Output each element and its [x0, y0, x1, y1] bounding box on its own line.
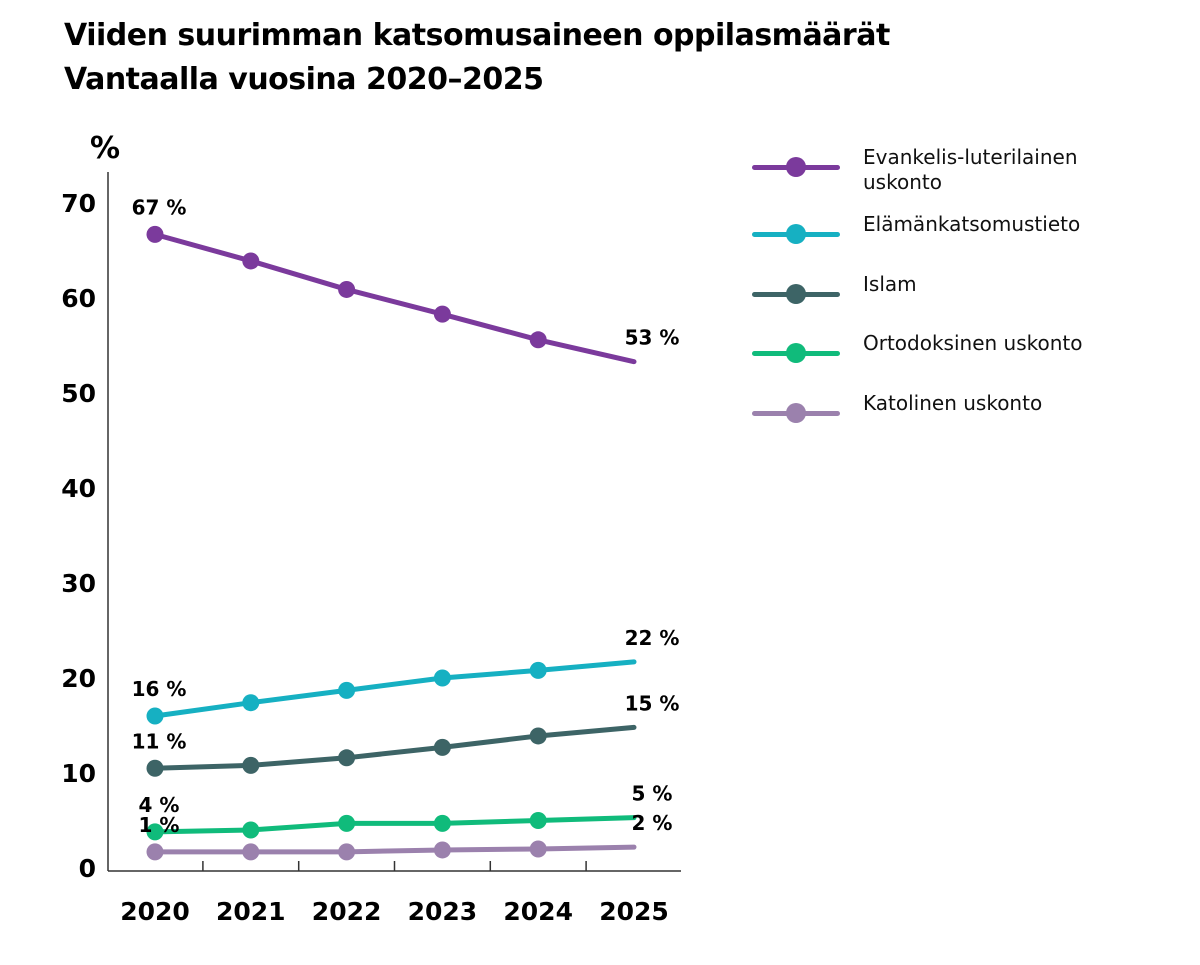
legend-label-line: Elämänkatsomustieto [863, 212, 1081, 236]
legend-item: Elämänkatsomustieto [750, 210, 1170, 260]
y-tick-label: 50 [61, 379, 96, 408]
series-line [152, 844, 637, 855]
legend-dot [786, 224, 806, 244]
data-point [529, 727, 547, 745]
data-point [338, 280, 356, 298]
legend-label-line: Katolinen uskonto [863, 391, 1043, 415]
legend-dot [786, 403, 806, 423]
series-line [152, 724, 637, 771]
end-data-label: 15 % [625, 691, 680, 715]
y-tick-label: 0 [79, 854, 96, 883]
legend-swatch-icon [750, 284, 842, 304]
legend-dot [786, 157, 806, 177]
x-tick-label: 2021 [216, 897, 286, 926]
legend-label: Evankelis-luterilainen uskonto [863, 145, 1163, 195]
legend-swatch-icon [750, 403, 842, 423]
data-point [146, 707, 164, 725]
legend-item: Ortodoksinen uskonto [750, 329, 1170, 379]
chart-title-line-1: Viiden suurimman katsomusaineen oppilasm… [64, 18, 890, 53]
end-data-label: 2 % [632, 811, 673, 835]
legend-label-line: Evankelis-luterilainen [863, 145, 1078, 169]
data-point [529, 661, 547, 679]
legend-label: Elämänkatsomustieto [863, 212, 1163, 237]
data-point [146, 225, 164, 243]
chart-title: Viiden suurimman katsomusaineen oppilasm… [64, 14, 890, 102]
y-tick-label: 10 [61, 759, 96, 788]
data-point [242, 694, 260, 712]
y-tick-label: 60 [61, 284, 96, 313]
series-line [152, 659, 637, 719]
y-tick-label: 30 [61, 569, 96, 598]
x-tick-label: 2025 [599, 897, 669, 926]
data-point [242, 756, 260, 774]
legend-swatch-icon [750, 157, 842, 177]
legend-swatch-icon [750, 343, 842, 363]
series-line [152, 815, 637, 835]
legend-item: Katolinen uskonto [750, 389, 1170, 439]
data-point [242, 821, 260, 839]
y-tick-label: 20 [61, 664, 96, 693]
end-data-label: 53 % [625, 326, 680, 350]
legend-label: Ortodoksinen uskonto [863, 331, 1163, 356]
data-point [338, 843, 356, 861]
start-data-label: 16 % [132, 677, 187, 701]
legend-label: Katolinen uskonto [863, 391, 1163, 416]
data-point [529, 331, 547, 349]
legend-swatch-icon [750, 224, 842, 244]
legend-label: Islam [863, 272, 1163, 297]
legend-label-line: Ortodoksinen uskonto [863, 331, 1083, 355]
data-point [242, 252, 260, 270]
data-point [529, 812, 547, 829]
start-data-label: 11 % [132, 729, 187, 753]
data-point [433, 305, 451, 323]
x-tick-label: 2023 [408, 897, 478, 926]
y-tick-label: 40 [61, 474, 96, 503]
legend-label-line: uskonto [863, 170, 942, 194]
data-point [338, 681, 356, 699]
end-data-label: 5 % [632, 782, 673, 806]
data-point [433, 841, 451, 859]
data-point [338, 749, 356, 767]
x-tick-label: 2024 [503, 897, 573, 926]
chart-title-line-2: Vantaalla vuosina 2020–2025 [64, 62, 544, 97]
legend-item: Evankelis-luterilainen uskonto [750, 143, 1170, 195]
start-data-label: 1 % [139, 813, 180, 837]
data-point [146, 823, 164, 841]
data-point [433, 814, 451, 832]
y-axis-label: % [90, 131, 120, 166]
start-data-label: 67 % [132, 195, 187, 219]
data-point [242, 843, 260, 861]
x-tick-label: 2022 [312, 897, 382, 926]
legend-label-line: Islam [863, 272, 917, 296]
start-data-label: 4 % [139, 793, 180, 817]
x-tick-label: 2020 [120, 897, 190, 926]
data-point [433, 738, 451, 756]
legend-item: Islam [750, 270, 1170, 320]
data-point [433, 669, 451, 687]
data-point [338, 814, 356, 832]
legend-dot [786, 343, 806, 363]
data-point [146, 759, 164, 777]
legend-dot [786, 284, 806, 304]
data-point [146, 843, 164, 861]
data-point [529, 840, 547, 858]
series-line [152, 231, 637, 365]
y-tick-label: 70 [61, 189, 96, 218]
end-data-label: 22 % [625, 626, 680, 650]
